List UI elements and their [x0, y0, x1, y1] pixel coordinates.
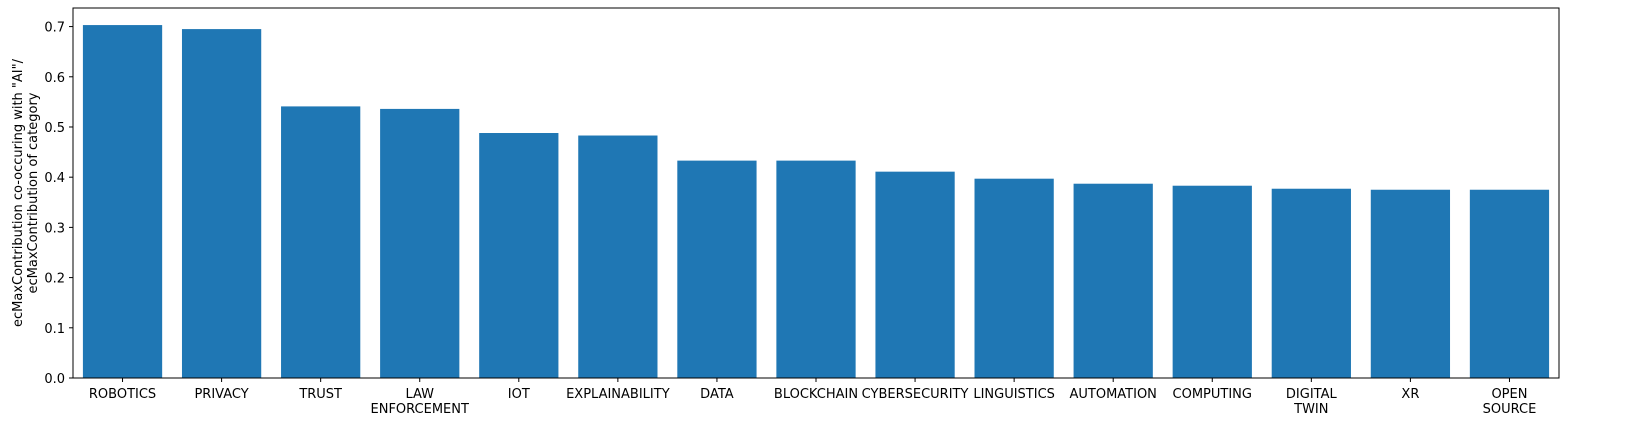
bar — [875, 171, 955, 378]
y-axis-title: ecMaxContribution co-occuring with "AI"/… — [11, 58, 41, 327]
x-tick-label: BLOCKCHAIN — [774, 387, 858, 402]
y-tick-label: 0.2 — [44, 272, 65, 287]
y-tick-label: 0.0 — [44, 372, 65, 387]
x-tick-label: LAW ENFORCEMENT — [371, 387, 469, 417]
bar — [380, 108, 460, 378]
x-tick-label: PRIVACY — [194, 387, 248, 402]
x-tick-label: IOT — [508, 387, 530, 402]
x-tick-label: COMPUTING — [1173, 387, 1252, 402]
bar — [776, 160, 856, 378]
bar — [974, 178, 1054, 378]
x-tick-label: XR — [1401, 387, 1419, 402]
bar — [677, 160, 757, 378]
bar — [1469, 189, 1550, 378]
bars-group — [82, 25, 1550, 379]
x-tick-label: OPEN SOURCE — [1483, 387, 1537, 417]
bar — [281, 106, 361, 378]
x-tick-label: EXPLAINABILITY — [566, 387, 670, 402]
y-tick-label: 0.6 — [44, 71, 65, 86]
bar — [578, 135, 658, 378]
bar — [181, 29, 262, 379]
x-tick-label: TRUST — [298, 387, 342, 402]
bar — [1370, 189, 1451, 378]
bar — [1271, 188, 1351, 378]
x-tick-label: AUTOMATION — [1069, 387, 1156, 402]
bar — [1073, 183, 1153, 378]
x-tick-label: DATA — [700, 387, 734, 402]
bar — [82, 25, 163, 378]
x-tick-label: CYBERSECURITY — [862, 387, 969, 402]
x-tick-label: LINGUISTICS — [973, 387, 1055, 402]
y-axis: 0.0 0.1 0.2 0.3 0.4 0.5 0.6 0.7 — [44, 21, 73, 387]
y-tick-label: 0.4 — [44, 171, 65, 186]
x-tick-label: DIGITAL TWIN — [1286, 387, 1338, 417]
y-tick-label: 0.3 — [44, 221, 65, 236]
y-tick-label: 0.5 — [44, 121, 65, 136]
x-axis: ROBOTICS PRIVACY TRUST LAW ENFORCEMENT IOT EXP… — [89, 378, 1536, 417]
plot-frame — [72, 7, 1560, 379]
x-tick-label: ROBOTICS — [89, 387, 156, 402]
bar — [1172, 185, 1252, 378]
bar — [479, 133, 559, 378]
y-tick-label: 0.7 — [44, 21, 65, 36]
y-tick-label: 0.1 — [44, 322, 65, 337]
